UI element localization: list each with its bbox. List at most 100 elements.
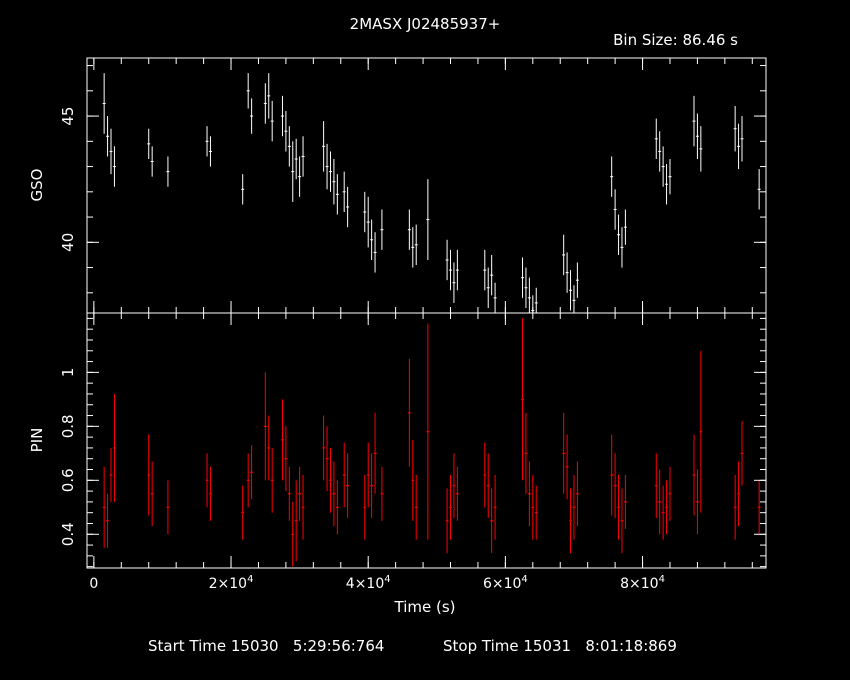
pin-data-point xyxy=(298,466,302,521)
pin-data-point xyxy=(534,485,538,540)
gso-data-point xyxy=(527,277,531,313)
gso-data-point xyxy=(665,164,669,205)
pin-data-point xyxy=(445,488,449,554)
gso-data-point xyxy=(411,227,415,268)
gso-data-point xyxy=(335,174,339,215)
pin-data-point xyxy=(267,415,271,481)
gso-data-point xyxy=(250,98,254,134)
pin-ytick-label: 0.8 xyxy=(59,414,77,438)
gso-data-point xyxy=(486,267,490,308)
pin-data-point xyxy=(150,461,154,527)
gso-data-point xyxy=(150,146,154,177)
gso-data-point xyxy=(205,126,209,157)
pin-data-point xyxy=(486,453,490,519)
gso-data-point xyxy=(407,209,411,250)
pin-data-point xyxy=(575,461,579,527)
gso-data-point xyxy=(623,209,627,245)
pin-data-point xyxy=(613,453,617,519)
pin-ytick-label: 1 xyxy=(59,368,77,378)
gso-data-point xyxy=(521,257,525,298)
pin-data-point xyxy=(250,445,254,500)
gso-data-point xyxy=(569,270,573,311)
gso-data-point xyxy=(291,141,295,202)
pin-data-point xyxy=(493,474,497,540)
pin-data-point xyxy=(106,493,110,548)
start-time-label: Start Time 15030 5:29:56:764 xyxy=(148,637,384,655)
gso-data-point xyxy=(449,249,453,291)
pin-data-point xyxy=(325,426,329,492)
pin-data-point xyxy=(380,466,384,521)
gso-data-point xyxy=(322,121,326,172)
gso-data-point xyxy=(737,123,741,170)
time-axis-label: Time (s) xyxy=(394,598,456,616)
pin-data-point xyxy=(562,412,566,494)
pin-data-point xyxy=(205,453,209,508)
pin-data-point xyxy=(569,488,573,554)
gso-data-point xyxy=(668,158,672,195)
pin-data-point xyxy=(665,480,669,535)
pin-data-point xyxy=(654,453,658,519)
gso-data-point xyxy=(366,196,370,248)
gso-data-point xyxy=(562,234,566,276)
gso-data-point xyxy=(575,262,579,298)
pin-data-point xyxy=(668,466,672,521)
pin-data-point xyxy=(737,461,741,527)
pin-ytick-label: 0.6 xyxy=(59,468,77,492)
gso-data-point xyxy=(452,262,456,303)
pin-data-point xyxy=(301,474,305,540)
pin-data-point xyxy=(322,415,326,481)
gso-data-point xyxy=(363,191,367,233)
gso-data-point xyxy=(370,219,374,260)
stop-time-label: Stop Time 15031 8:01:18:869 xyxy=(443,637,677,655)
pin-ticks: 0.4 0.6 0.8 1 0 2×104 4×104 6×104 8×104 xyxy=(59,313,766,592)
pin-data-point xyxy=(411,439,415,521)
gso-data-points xyxy=(102,73,761,313)
pin-data-point xyxy=(455,466,459,521)
gso-data-point xyxy=(298,156,302,197)
pin-panel: 0.4 0.6 0.8 1 0 2×104 4×104 6×104 8×104 PIN Time… xyxy=(28,312,767,616)
pin-data-point xyxy=(263,372,267,481)
time-tick-label: 6×104 xyxy=(483,574,528,592)
gso-panel: 40 45 GSO xyxy=(28,57,767,314)
gso-data-point xyxy=(699,126,703,172)
gso-data-point xyxy=(380,209,384,250)
gso-data-point xyxy=(241,174,245,205)
time-tick-label: 8×104 xyxy=(620,574,665,592)
pin-data-point xyxy=(661,485,665,540)
pin-data-point xyxy=(449,474,453,540)
gso-data-point xyxy=(654,118,658,159)
pin-data-point xyxy=(658,469,662,535)
pin-data-point xyxy=(757,480,761,535)
pin-data-point xyxy=(373,412,377,494)
gso-data-point xyxy=(483,249,487,291)
pin-data-point xyxy=(109,447,113,502)
gso-data-point xyxy=(112,146,116,187)
pin-data-point xyxy=(363,474,367,540)
gso-ytick-label: 40 xyxy=(59,233,77,252)
gso-data-point xyxy=(493,282,497,313)
pin-data-point xyxy=(166,480,170,535)
pin-data-point xyxy=(617,474,621,540)
gso-data-point xyxy=(263,83,267,124)
gso-data-point xyxy=(346,186,350,228)
pin-data-point xyxy=(740,420,744,486)
gso-data-point xyxy=(332,158,336,205)
gso-data-point xyxy=(695,113,699,159)
pin-data-point xyxy=(695,469,699,535)
pin-data-point xyxy=(270,447,274,513)
pin-axis-label: PIN xyxy=(28,428,46,453)
gso-data-point xyxy=(733,105,737,152)
gso-data-point xyxy=(426,179,430,260)
gso-data-point xyxy=(455,249,459,291)
pin-data-point xyxy=(294,480,298,562)
gso-data-point xyxy=(280,95,284,137)
gso-data-point xyxy=(414,224,418,266)
gso-data-point xyxy=(246,73,250,109)
gso-ticks: 40 45 xyxy=(59,58,766,313)
pin-data-point xyxy=(407,358,411,467)
pin-data-point xyxy=(346,453,350,519)
time-tick-label: 2×104 xyxy=(209,574,254,592)
gso-data-point xyxy=(267,73,271,119)
pin-data-points xyxy=(102,318,761,567)
pin-data-point xyxy=(490,488,494,554)
